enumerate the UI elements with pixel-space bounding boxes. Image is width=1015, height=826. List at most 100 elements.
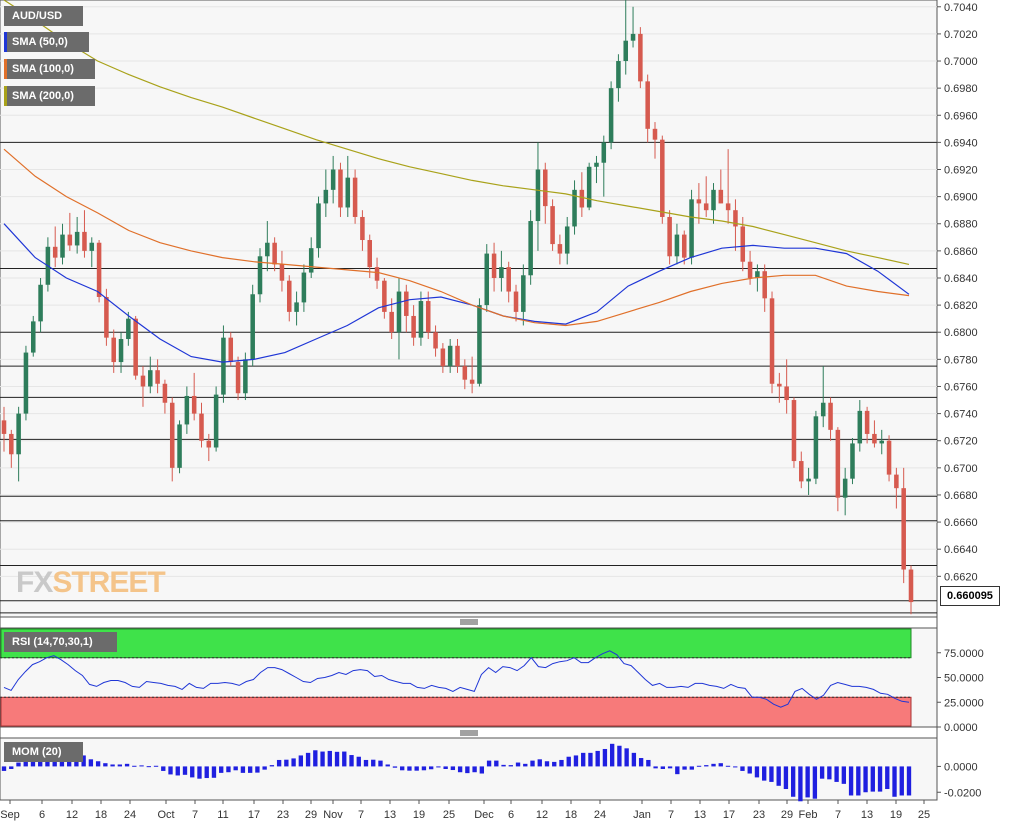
- candle-body: [118, 339, 124, 363]
- mom-bar: [885, 766, 890, 790]
- mom-bar: [168, 766, 173, 775]
- candle-body: [96, 242, 102, 297]
- x-tick-label: 24: [124, 809, 136, 821]
- mom-bar: [711, 763, 716, 767]
- candle-body: [594, 162, 599, 167]
- mom-bar: [646, 759, 651, 767]
- mom-bar: [233, 766, 238, 771]
- candle-body: [338, 169, 343, 208]
- candle-body: [148, 370, 153, 387]
- price-tick-label: 0.6740: [944, 409, 978, 421]
- moving-average-line-2: [3, 0, 910, 265]
- x-tick-label: 12: [66, 809, 78, 821]
- mom-bar: [132, 765, 137, 767]
- candle-body: [389, 311, 394, 333]
- mom-bar: [269, 765, 275, 767]
- x-tick-label: Oct: [157, 809, 174, 821]
- candle-body: [425, 301, 431, 333]
- mom-bar: [696, 765, 702, 767]
- mom-bar: [675, 766, 680, 775]
- price-tick-label: 0.6660: [944, 517, 978, 529]
- x-tick-label: 7: [358, 809, 364, 821]
- legend-rsi-label: RSI (14,70,30,1): [12, 636, 93, 648]
- candle-body: [579, 189, 585, 208]
- candle-body: [484, 253, 490, 306]
- x-tick-label: 17: [248, 809, 260, 821]
- mom-bar: [494, 760, 499, 767]
- mom-bar: [718, 763, 723, 767]
- legend-rsi[interactable]: RSI (14,70,30,1): [4, 632, 117, 652]
- mom-bar: [870, 766, 875, 792]
- candle-body: [206, 440, 212, 448]
- candle-body: [850, 443, 855, 479]
- candle-body: [82, 231, 87, 251]
- candle-body: [374, 267, 380, 281]
- legend-pair[interactable]: AUD/USD: [4, 6, 83, 26]
- candle-body: [762, 271, 767, 299]
- mom-bar: [624, 748, 629, 767]
- candle-body: [806, 478, 811, 482]
- candle-body: [89, 242, 95, 251]
- candle-body: [38, 284, 43, 322]
- rsi-overbought-zone: [0, 628, 912, 659]
- mom-bar: [139, 765, 144, 767]
- price-tick-label: 0.6820: [944, 300, 978, 312]
- mom-bar: [856, 766, 861, 796]
- candle-body: [820, 402, 826, 417]
- mom-bar: [733, 766, 738, 768]
- mom-bar: [581, 752, 586, 767]
- mom-bar: [704, 765, 709, 767]
- price-tick-label: 0.6880: [944, 219, 978, 231]
- legend-sma200-swatch: [4, 86, 7, 106]
- mom-bar: [255, 766, 260, 773]
- price-tick-label: 0.6700: [944, 463, 978, 475]
- legend-sma50[interactable]: SMA (50,0): [4, 32, 89, 52]
- legend-mom[interactable]: MOM (20): [4, 742, 83, 762]
- candle-body: [535, 169, 541, 222]
- candle-body: [608, 88, 614, 143]
- candle-body: [725, 203, 731, 211]
- mom-bar: [153, 765, 159, 767]
- mom-bar: [226, 766, 231, 773]
- candle-body: [886, 440, 892, 475]
- candle-body: [864, 410, 870, 434]
- mom-bar: [110, 764, 115, 767]
- candle-body: [404, 291, 409, 316]
- candle-body: [857, 410, 863, 444]
- mom-bar: [552, 761, 557, 767]
- price-tick-label: 0.6920: [944, 165, 978, 177]
- candle-body: [360, 216, 365, 241]
- price-tick-label: 0.6860: [944, 246, 978, 258]
- candle-body: [272, 242, 277, 265]
- candle-body: [733, 210, 738, 227]
- x-tick-label: 19: [413, 809, 425, 821]
- candle-body: [169, 402, 175, 468]
- candle-body: [418, 301, 424, 338]
- mom-bar: [276, 759, 282, 767]
- candle-body: [155, 370, 160, 384]
- mom-bar: [465, 766, 470, 774]
- legend-sma100[interactable]: SMA (100,0): [4, 59, 95, 79]
- price-tick-label: 0.6960: [944, 110, 978, 122]
- candle-body: [74, 231, 80, 246]
- legend-mom-label: MOM (20): [12, 746, 62, 758]
- candle-body: [711, 189, 716, 211]
- mom-bar: [197, 766, 202, 779]
- mom-bar: [211, 766, 217, 778]
- candle-body: [440, 348, 446, 367]
- price-tick-label: 0.6980: [944, 83, 978, 95]
- x-tick-label: 7: [835, 809, 841, 821]
- mom-bar: [776, 766, 781, 786]
- candle-body: [652, 128, 658, 140]
- candle-body: [660, 139, 665, 217]
- legend-sma200[interactable]: SMA (200,0): [4, 86, 95, 106]
- candle-body: [257, 256, 263, 295]
- candle-body: [308, 248, 314, 273]
- price-tick-label: 0.6720: [944, 436, 978, 448]
- candle-body: [506, 267, 511, 292]
- rsi-tick-label: 25.0000: [944, 697, 984, 709]
- x-tick-label: 24: [594, 809, 606, 821]
- candle-body: [455, 345, 460, 367]
- candle-body: [908, 569, 914, 603]
- candle-body: [718, 189, 724, 204]
